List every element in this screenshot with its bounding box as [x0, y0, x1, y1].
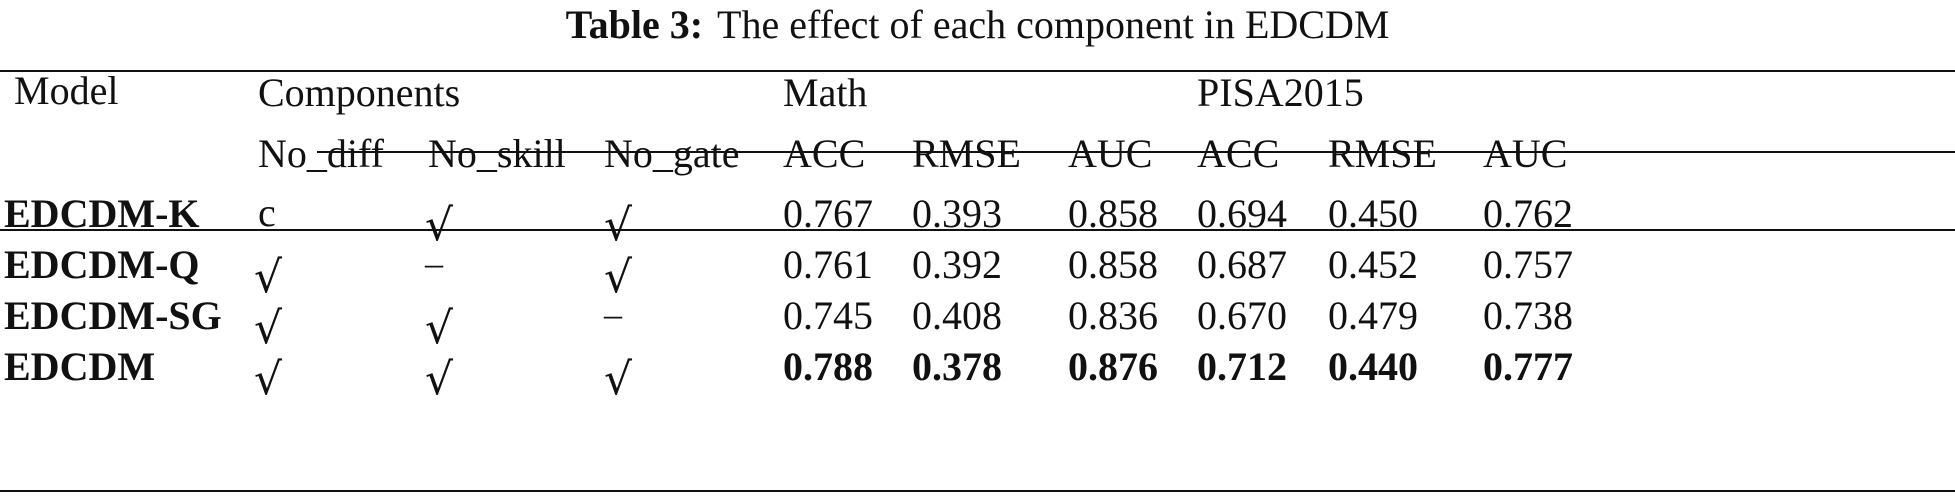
- checkmark-icon: √: [604, 252, 633, 303]
- cell-math-acc: 0.767: [783, 191, 873, 236]
- header-components: Components: [258, 70, 461, 115]
- header-model: Model: [14, 68, 119, 113]
- cell-pisa-acc: 0.670: [1197, 293, 1287, 338]
- header-no-skill: No_skill: [428, 131, 566, 176]
- top-rule: [0, 70, 1955, 72]
- row-model-name: EDCDM-K: [4, 191, 200, 236]
- checkmark-icon: √: [604, 354, 633, 405]
- cell-math-auc: 0.858: [1068, 242, 1158, 287]
- cell-pisa-rmse: 0.440: [1328, 344, 1418, 389]
- header-math-acc: ACC: [783, 131, 866, 176]
- row-model-name: EDCDM-Q: [4, 242, 200, 287]
- header-pisa-auc: AUC: [1483, 131, 1568, 176]
- header-pisa2015: PISA2015: [1197, 70, 1364, 115]
- cell-math-acc: 0.788: [783, 344, 873, 389]
- cell-math-rmse: 0.392: [912, 242, 1002, 287]
- header-math-rmse: RMSE: [912, 131, 1021, 176]
- header-math-auc: AUC: [1068, 131, 1153, 176]
- dash-icon: –: [425, 243, 443, 283]
- checkmark-icon: √: [425, 354, 454, 405]
- cell-pisa-auc: 0.777: [1483, 344, 1573, 389]
- checkmark-icon: √: [604, 200, 633, 251]
- cell-math-auc: 0.836: [1068, 293, 1158, 338]
- checkmark-icon: √: [254, 303, 283, 354]
- header-rule: [0, 229, 1955, 231]
- caption-label: Table 3:: [565, 2, 704, 47]
- cell-pisa-acc: 0.687: [1197, 242, 1287, 287]
- cell-pisa-rmse: 0.452: [1328, 242, 1418, 287]
- cell-pisa-auc: 0.738: [1483, 293, 1573, 338]
- cell-no-diff: c: [258, 190, 276, 235]
- header-pisa-acc: ACC: [1197, 131, 1280, 176]
- dash-icon: –: [604, 294, 622, 334]
- cell-pisa-rmse: 0.450: [1328, 191, 1418, 236]
- cell-math-acc: 0.761: [783, 242, 873, 287]
- checkmark-icon: √: [425, 303, 454, 354]
- header-math: Math: [783, 70, 868, 115]
- checkmark-icon: √: [254, 354, 283, 405]
- checkmark-icon: √: [425, 200, 454, 251]
- cell-pisa-acc: 0.712: [1197, 344, 1287, 389]
- header-no-diff: No_diff: [258, 131, 384, 176]
- cell-math-auc: 0.858: [1068, 191, 1158, 236]
- cell-pisa-auc: 0.762: [1483, 191, 1573, 236]
- group-rule: [317, 151, 1955, 153]
- row-model-name: EDCDM-SG: [4, 293, 222, 338]
- cell-math-acc: 0.745: [783, 293, 873, 338]
- row-model-name: EDCDM: [4, 344, 156, 389]
- cell-math-rmse: 0.408: [912, 293, 1002, 338]
- checkmark-icon: √: [254, 252, 283, 303]
- table-caption: Table 3: The effect of each component in …: [0, 2, 1955, 48]
- cell-math-rmse: 0.393: [912, 191, 1002, 236]
- cell-math-auc: 0.876: [1068, 344, 1158, 389]
- bottom-rule: [0, 490, 1955, 492]
- cell-pisa-acc: 0.694: [1197, 191, 1287, 236]
- header-pisa-rmse: RMSE: [1328, 131, 1437, 176]
- cell-pisa-rmse: 0.479: [1328, 293, 1418, 338]
- cell-math-rmse: 0.378: [912, 344, 1002, 389]
- header-no-gate: No_gate: [604, 131, 740, 176]
- cell-pisa-auc: 0.757: [1483, 242, 1573, 287]
- caption-text: The effect of each component in EDCDM: [717, 2, 1390, 47]
